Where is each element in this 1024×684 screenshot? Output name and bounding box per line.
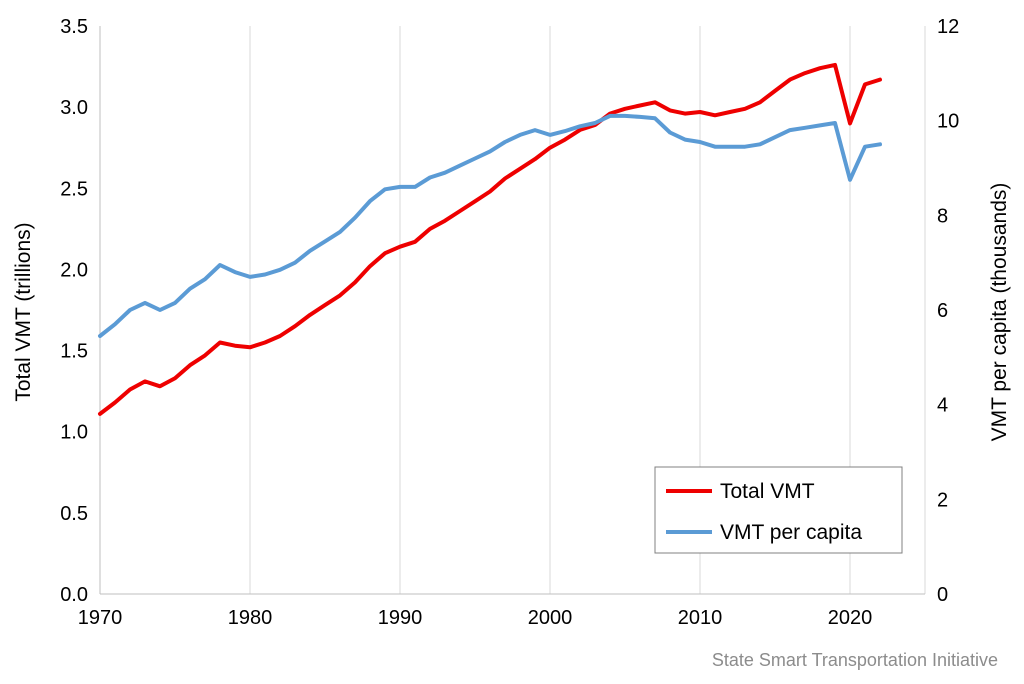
axes [99, 26, 925, 595]
x-tick-2020: 2020 [828, 607, 873, 629]
y-axis-right-title: VMT per capita (thousands) [988, 183, 1011, 442]
legend-label-vmt-per-capita: VMT per capita [720, 521, 862, 544]
y-right-tick-10: 10 [937, 111, 959, 133]
series-line-vmt-per-capita [98, 113, 882, 338]
y-right-tick-12: 12 [937, 16, 959, 38]
y-left-tick-1.0: 1.0 [60, 422, 88, 444]
y-left-tick-0.5: 0.5 [60, 503, 88, 525]
y-right-tick-0: 0 [937, 584, 948, 606]
y-right-tick-6: 6 [937, 300, 948, 322]
y-left-tick-3.5: 3.5 [60, 16, 88, 38]
x-tick-1980: 1980 [228, 607, 273, 629]
y-left-tick-2.5: 2.5 [60, 178, 88, 200]
x-tick-1990: 1990 [378, 607, 423, 629]
y-left-tick-2.0: 2.0 [60, 259, 88, 281]
y-left-tick-3.0: 3.0 [60, 97, 88, 119]
x-tick-2010: 2010 [678, 607, 723, 629]
source-note: State Smart Transportation Initiative [712, 650, 998, 670]
legend-label-total-vmt: Total VMT [720, 480, 815, 503]
y-right-tick-2: 2 [937, 489, 948, 511]
y-right-tick-4: 4 [937, 395, 948, 417]
legend: Total VMT VMT per capita [654, 466, 903, 554]
y-right-tick-8: 8 [937, 205, 948, 227]
y-left-tick-1.5: 1.5 [60, 341, 88, 363]
series-line-total-vmt [98, 62, 882, 416]
y-left-tick-0.0: 0.0 [60, 584, 88, 606]
tick-labels: 1970 1980 1990 2000 2010 20200.00.51.01.52.02… [60, 16, 959, 629]
legend-box [654, 466, 903, 554]
x-tick-2000: 2000 [528, 607, 573, 629]
y-axis-left-title: Total VMT (trillions) [12, 222, 35, 401]
series-lines [98, 62, 882, 416]
x-tick-1970: 1970 [78, 607, 123, 629]
